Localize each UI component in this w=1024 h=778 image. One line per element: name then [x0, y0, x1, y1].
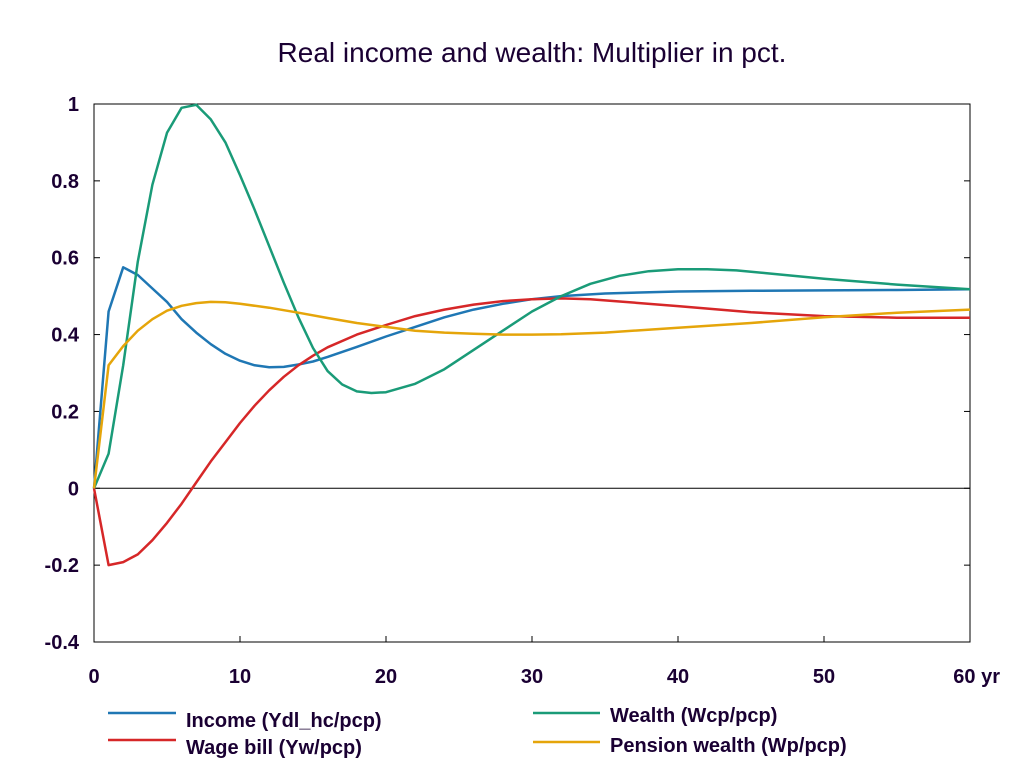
- x-tick-label: 60 yr: [953, 666, 1000, 688]
- legend-label-wealth-wcp-pcp: Wealth (Wcp/pcp): [610, 705, 777, 727]
- x-tick-label: 20: [375, 666, 397, 688]
- plot-border: [93, 103, 971, 643]
- y-axis: -0.4 -0.2 0 0.2 0.4 0.6 0.8 1: [45, 94, 970, 654]
- y-tick-label: -0.4: [45, 632, 80, 654]
- series-line-wealth-wcp-pcp: [92, 103, 971, 489]
- x-tick-label: 40: [667, 666, 689, 688]
- y-tick-label: 0.2: [51, 401, 79, 423]
- x-axis: 0 10 20 30 40 50 60 yr: [88, 636, 1000, 688]
- plot-area: [93, 103, 971, 643]
- y-tick-label: -0.2: [45, 555, 79, 577]
- y-tick-label: 0: [68, 478, 79, 500]
- y-tick-label: 0.6: [51, 248, 79, 270]
- x-tick-label: 50: [813, 666, 835, 688]
- x-tick-label: 0: [88, 666, 99, 688]
- legend: Income (Ydl_hc/pcp) Wage bill (Yw/pcp) Wea…: [108, 705, 847, 759]
- legend-label-pension-wealth-wp-pcp: Pension wealth (Wp/pcp): [610, 735, 847, 757]
- x-tick-label: 30: [521, 666, 543, 688]
- chart-title: Real income and wealth: Multiplier in pc…: [278, 37, 787, 68]
- series-lines: [92, 103, 971, 567]
- legend-label-wage-bill-yw-pcp: Wage bill (Yw/pcp): [186, 737, 362, 759]
- y-tick-label: 1: [68, 94, 79, 116]
- y-tick-label: 0.4: [51, 325, 80, 347]
- y-tick-label: 0.8: [51, 171, 79, 193]
- x-tick-label: 10: [229, 666, 251, 688]
- series-line-wage-bill-yw-pcp: [92, 297, 970, 567]
- legend-label-income-ydl-hc-pcp: Income (Ydl_hc/pcp): [186, 710, 382, 732]
- series-line-pension-wealth-wp-pcp: [92, 300, 971, 489]
